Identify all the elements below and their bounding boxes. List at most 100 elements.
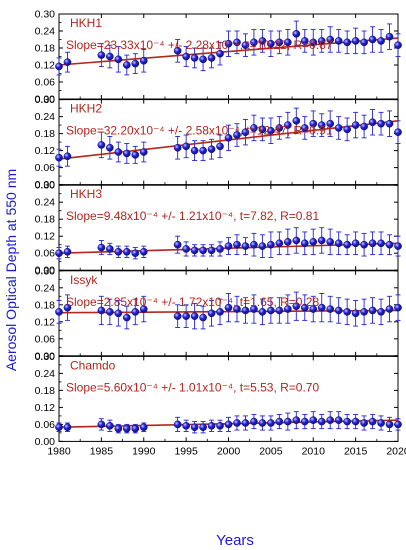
data-point — [309, 38, 318, 47]
data-point — [385, 305, 394, 313]
y-tick-label: 0.18 — [35, 214, 56, 226]
y-tick-label: 0.18 — [35, 299, 56, 311]
data-point — [131, 151, 140, 159]
data-point — [258, 242, 267, 250]
data-point — [190, 246, 199, 255]
data-point — [267, 306, 275, 315]
data-point — [63, 303, 72, 312]
data-point — [300, 239, 309, 248]
data-point — [182, 142, 190, 151]
y-tick-label: 0.18 — [35, 128, 56, 140]
data-point — [258, 37, 267, 45]
data-point — [97, 243, 106, 252]
data-point — [114, 424, 123, 433]
data-point — [233, 240, 241, 249]
panel-name: HKH1 — [70, 16, 102, 30]
data-point — [241, 242, 250, 250]
data-point — [122, 149, 131, 158]
data-point — [139, 148, 148, 156]
data-point — [139, 305, 148, 313]
data-point — [360, 38, 368, 47]
data-point — [97, 51, 106, 59]
data-point — [385, 119, 394, 128]
data-point — [292, 302, 301, 311]
data-point — [173, 240, 182, 249]
data-point — [250, 240, 258, 249]
data-point — [216, 142, 224, 151]
panel-name: Issyk — [70, 273, 98, 287]
data-point — [258, 308, 267, 316]
data-point — [63, 58, 72, 67]
data-point — [122, 61, 131, 69]
x-tick-label: 1985 — [90, 445, 114, 457]
data-point — [292, 117, 301, 125]
data-point — [300, 37, 309, 45]
data-point — [283, 121, 292, 129]
data-point — [351, 239, 360, 248]
data-point — [122, 247, 131, 256]
data-point — [377, 119, 385, 128]
y-tick-label: 0.00 — [35, 350, 56, 362]
data-point — [190, 423, 199, 432]
data-point — [63, 152, 72, 161]
data-point — [317, 121, 326, 129]
panel-annotation: Slope=9.48x10⁻⁴ +/- 1.21x10⁻⁴, t=7.82, R… — [66, 209, 319, 223]
data-point — [122, 313, 131, 322]
data-point — [275, 417, 284, 426]
data-point — [199, 313, 207, 322]
data-point — [114, 148, 123, 156]
data-point — [190, 312, 199, 320]
y-tick-label: 0.00 — [35, 94, 56, 106]
data-point — [173, 46, 182, 55]
data-point — [224, 303, 233, 312]
data-point — [173, 312, 182, 320]
data-point — [106, 245, 114, 253]
data-point — [292, 236, 301, 245]
data-point — [300, 417, 309, 426]
data-point — [139, 247, 148, 256]
data-point — [250, 38, 258, 47]
data-point — [97, 420, 106, 429]
data-point — [207, 54, 216, 62]
data-point — [326, 416, 335, 424]
y-axis-label: Aerosol Optical Depth at 550 nm — [3, 169, 19, 371]
data-point — [309, 119, 318, 128]
x-tick-label: 2000 — [217, 445, 241, 457]
x-axis-label: Years — [216, 532, 254, 549]
y-tick-label: 0.12 — [35, 60, 56, 72]
data-point — [199, 55, 207, 64]
data-point — [182, 312, 190, 320]
data-point — [97, 306, 106, 315]
data-point — [199, 246, 207, 255]
data-point — [275, 239, 284, 248]
data-point — [63, 423, 72, 432]
panel-stack: 0.00 0.06 0.12 0.18 0.24 0.30 HKH1 Slope=23.33x… — [35, 9, 406, 458]
data-point — [343, 308, 351, 316]
y-tick-label: 0.06 — [35, 77, 56, 89]
panel-issyk: 0.00 0.06 0.12 0.18 0.24 0.30 Issyk Slope=2.85x… — [35, 265, 402, 362]
data-point — [216, 49, 224, 58]
data-point — [55, 423, 63, 432]
data-point — [283, 417, 292, 426]
y-tick-label: 0.06 — [35, 248, 56, 260]
data-point — [300, 124, 309, 132]
data-point — [283, 305, 292, 313]
data-point — [106, 52, 114, 61]
x-tick-label: 1990 — [132, 445, 156, 457]
data-point — [326, 119, 335, 128]
data-point — [334, 306, 343, 315]
data-point — [343, 240, 351, 249]
data-point — [267, 240, 275, 249]
data-point — [241, 419, 250, 427]
data-point — [317, 303, 326, 312]
data-point — [343, 38, 351, 47]
y-tick-label: 0.00 — [35, 265, 56, 277]
data-point — [267, 39, 275, 48]
data-point — [292, 29, 301, 38]
data-point — [63, 247, 72, 256]
data-point — [122, 424, 131, 433]
data-point — [267, 419, 275, 427]
panel-chamdo: 0.00 0.06 0.12 0.18 0.24 0.30 Chamdo Slope=5.60… — [35, 351, 406, 458]
data-point — [385, 240, 394, 249]
y-tick-label: 0.12 — [35, 145, 56, 157]
